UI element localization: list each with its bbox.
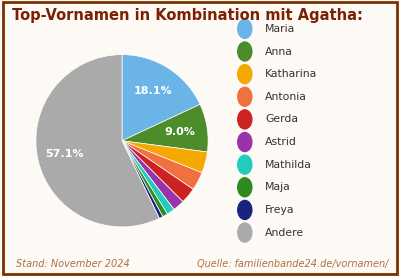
Text: Anna: Anna	[265, 46, 293, 57]
Wedge shape	[122, 141, 174, 214]
Text: Stand: November 2024: Stand: November 2024	[16, 259, 130, 269]
Text: Maria: Maria	[265, 24, 295, 34]
Circle shape	[238, 19, 252, 38]
Text: Astrid: Astrid	[265, 137, 297, 147]
Circle shape	[238, 223, 252, 242]
Circle shape	[238, 110, 252, 129]
Circle shape	[238, 155, 252, 174]
Wedge shape	[122, 141, 163, 218]
Text: Mathilda: Mathilda	[265, 160, 312, 170]
Wedge shape	[122, 141, 193, 202]
Text: Top-Vornamen in Kombination mit Agatha:: Top-Vornamen in Kombination mit Agatha:	[12, 8, 363, 23]
Text: 18.1%: 18.1%	[134, 86, 173, 96]
Circle shape	[238, 42, 252, 61]
Text: 57.1%: 57.1%	[46, 149, 84, 159]
Wedge shape	[36, 55, 159, 227]
Wedge shape	[122, 104, 208, 152]
Text: Gerda: Gerda	[265, 114, 298, 124]
Wedge shape	[122, 141, 202, 189]
Wedge shape	[122, 55, 200, 141]
Text: Katharina: Katharina	[265, 69, 317, 79]
Circle shape	[238, 178, 252, 197]
Wedge shape	[122, 141, 207, 173]
Wedge shape	[122, 141, 167, 217]
Text: Quelle: familienbande24.de/vornamen/: Quelle: familienbande24.de/vornamen/	[197, 259, 388, 269]
Text: Freya: Freya	[265, 205, 294, 215]
Wedge shape	[122, 141, 183, 209]
Circle shape	[238, 132, 252, 152]
Circle shape	[238, 65, 252, 84]
Circle shape	[238, 200, 252, 219]
Circle shape	[238, 87, 252, 106]
Text: Antonia: Antonia	[265, 92, 307, 102]
Text: Maja: Maja	[265, 182, 291, 192]
Text: 9.0%: 9.0%	[164, 127, 195, 137]
Text: Andere: Andere	[265, 227, 304, 238]
